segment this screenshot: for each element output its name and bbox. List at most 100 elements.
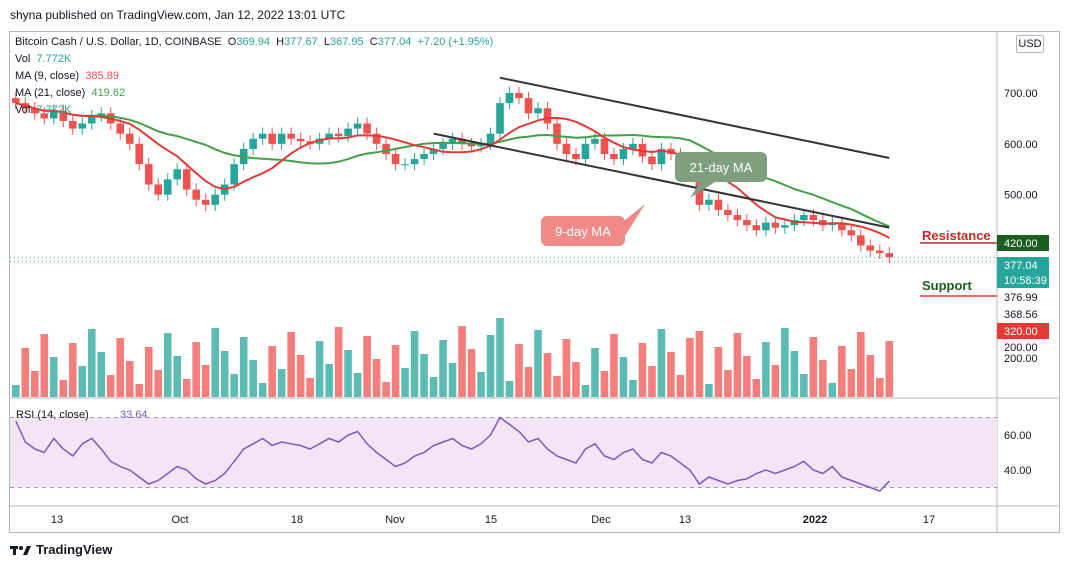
high-value: 377.67 <box>284 36 318 48</box>
volume-bar <box>667 352 675 397</box>
volume-bar <box>287 332 295 397</box>
volume-bar <box>496 318 504 397</box>
vol2-value: 7.772K <box>36 104 72 116</box>
volume-bar <box>733 333 742 397</box>
currency-button[interactable]: USD <box>1016 35 1044 53</box>
annotation-21day-ma-box <box>675 152 767 182</box>
rsi-axis-tick: 60.00 <box>1004 430 1032 442</box>
time-axis-tick: Dec <box>591 514 611 526</box>
candle-body <box>125 133 134 144</box>
open-label: O <box>227 36 237 48</box>
volume-bar <box>705 384 713 397</box>
time-axis-tick: 2022 <box>803 514 827 526</box>
symbol-name[interactable]: Bitcoin Cash / U.S. Dollar, 1D, COINBASE <box>15 36 222 48</box>
ma9-label: MA (9, close) <box>15 70 80 82</box>
candle-body <box>59 110 68 121</box>
volume-bar <box>781 328 789 397</box>
time-axis-tick: 18 <box>291 514 303 526</box>
channel-lower-line <box>433 132 890 229</box>
price-axis-tick: 700.00 <box>1004 88 1038 100</box>
ma21-label: MA (21, close) <box>15 87 86 99</box>
vol2-label: Vol <box>15 104 31 116</box>
volume-bar <box>885 341 894 397</box>
volume-bar <box>353 373 362 397</box>
volume-bar <box>163 333 172 397</box>
volume-bar <box>743 356 751 397</box>
candle-body <box>629 143 637 149</box>
low-label: L <box>323 36 330 48</box>
volume-bar <box>619 357 628 397</box>
footer-logo[interactable]: TradingView <box>10 542 112 557</box>
volume-bar <box>714 347 723 397</box>
candle-body <box>439 143 447 149</box>
volume-bar <box>553 376 561 397</box>
volume-bar <box>277 369 286 397</box>
candle-body <box>800 215 808 221</box>
volume-bar <box>686 338 694 397</box>
candle-body <box>477 143 485 147</box>
time-axis-tick: 15 <box>485 514 497 526</box>
candle-body <box>467 143 476 147</box>
volume-bar <box>382 382 390 397</box>
candle-body <box>344 128 352 137</box>
candle-body <box>524 98 533 114</box>
legend-ma21[interactable]: MA (21, close) 419.62 <box>15 87 125 99</box>
tradingview-logo-icon <box>10 545 31 555</box>
rsi-band <box>10 417 997 488</box>
volume-bar <box>401 368 409 397</box>
volume-bar <box>116 338 125 397</box>
candle-body <box>458 138 466 144</box>
volume-bar <box>12 385 20 397</box>
candle-body <box>391 154 400 165</box>
candle-body <box>87 115 96 124</box>
annotation-9day-ma: 9-day MA <box>541 204 645 246</box>
candle-body <box>743 220 751 226</box>
candle-body <box>714 199 723 210</box>
volume-bar <box>49 357 58 397</box>
candle-body <box>496 103 504 134</box>
annotation-21day-ma-text: 21-day MA <box>690 160 753 175</box>
volume-bar <box>648 366 656 397</box>
volume-bar <box>771 365 780 397</box>
candle-body <box>838 222 846 231</box>
annotation-21day-ma-pointer <box>690 182 715 198</box>
rsi-last-value: 33.64 <box>120 409 148 421</box>
volume-bar <box>762 342 770 397</box>
volume-axis-label: 200.00 <box>1004 353 1038 365</box>
volume-bar <box>249 360 257 397</box>
volume-bar <box>21 348 30 397</box>
legend-vol2[interactable]: Vol 7.772K <box>15 104 71 116</box>
legend-ma9[interactable]: MA (9, close) 385.89 <box>15 70 119 82</box>
volume-bar <box>192 342 200 397</box>
candle-body <box>173 169 182 180</box>
candle-body <box>154 184 163 195</box>
candle-body <box>781 225 789 228</box>
vol-label: Vol <box>15 53 31 65</box>
volume-bar <box>857 332 865 397</box>
close-value: 377.04 <box>377 36 412 48</box>
candle-body <box>752 225 761 231</box>
volume-bar <box>610 334 618 397</box>
rsi-line <box>15 416 890 492</box>
candle-body <box>705 199 713 205</box>
volume-bar <box>439 340 447 397</box>
price-label: 368.56 <box>1004 309 1038 321</box>
volume-bar <box>391 345 400 397</box>
low-value: 367.95 <box>329 36 364 48</box>
candle-body <box>163 179 172 195</box>
price-label-bg <box>997 235 1049 251</box>
legend-vol[interactable]: Vol 7.772K <box>15 53 71 65</box>
volume-bar <box>524 367 533 397</box>
support-label: Support <box>922 278 972 293</box>
rsi-axis-tick: 40.00 <box>1004 465 1032 477</box>
candle-body <box>249 138 257 149</box>
ma21-value: 419.62 <box>91 87 126 99</box>
high-label: H <box>276 36 285 48</box>
volume-bar <box>629 380 637 397</box>
candle-body <box>410 159 419 165</box>
volume-bar <box>87 329 96 397</box>
volume-bar <box>724 370 732 397</box>
volume-bar <box>182 379 191 397</box>
candle-body <box>600 138 609 154</box>
